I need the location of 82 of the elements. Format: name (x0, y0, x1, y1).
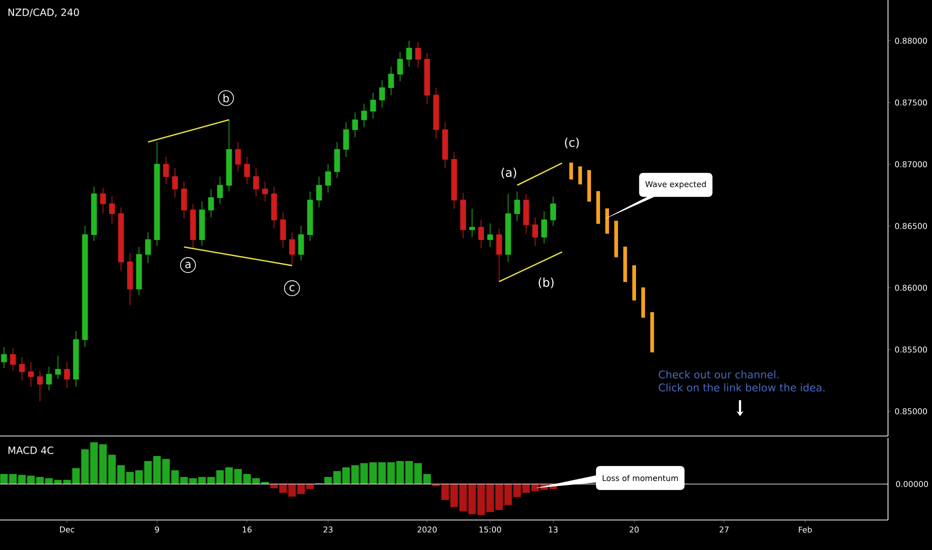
candlestick (334, 142, 340, 178)
annotation: (c) (564, 138, 579, 148)
chart-title: MACD 4C (8, 446, 54, 454)
candlestick (46, 366, 52, 391)
candlestick (541, 210, 547, 244)
candlestick (550, 196, 556, 226)
candlestick (118, 207, 124, 271)
candlestick (10, 348, 16, 371)
candlestick (514, 191, 520, 222)
annotation: a (185, 262, 190, 268)
annotation: b (224, 94, 229, 102)
candlestick (442, 122, 448, 168)
candlestick (235, 142, 241, 172)
annotation: (b) (538, 278, 554, 288)
candlestick (136, 246, 142, 296)
candlestick (307, 191, 313, 242)
candlestick (523, 194, 529, 234)
candlestick (190, 203, 196, 249)
candlestick (163, 156, 169, 184)
candlestick (289, 232, 295, 265)
candlestick (64, 362, 70, 388)
candlestick (614, 220, 618, 258)
candlestick (478, 220, 484, 249)
candlestick (262, 181, 268, 202)
candlestick (532, 217, 538, 246)
candlestick (343, 122, 349, 158)
candlestick (650, 312, 654, 352)
candlestick (496, 228, 502, 282)
candlestick (587, 170, 592, 202)
candlestick (451, 152, 457, 210)
annotation: (a) (502, 168, 516, 178)
candlestick (91, 186, 97, 242)
candlestick (569, 162, 574, 180)
candlestick (271, 186, 277, 229)
candlestick (19, 356, 25, 381)
candlestick (127, 252, 133, 306)
candlestick (145, 232, 151, 264)
candlestick (325, 164, 331, 194)
candlestick (73, 330, 79, 387)
candlestick (379, 80, 385, 108)
candlestick (397, 52, 403, 82)
candlestick (100, 187, 106, 214)
candlestick (415, 42, 421, 68)
candlestick (154, 142, 160, 246)
candlestick (460, 192, 466, 239)
candlestick (361, 103, 367, 128)
candlestick (469, 208, 475, 238)
candlestick (226, 119, 232, 192)
candlestick (208, 188, 214, 218)
candlestick (82, 226, 88, 348)
candlestick (172, 168, 178, 198)
candlestick (487, 223, 493, 248)
candlestick (433, 87, 439, 139)
candlestick (181, 181, 187, 219)
candlestick (253, 168, 259, 197)
candlestick (316, 176, 322, 208)
candlestick (623, 246, 628, 282)
candlestick (388, 66, 394, 96)
candlestick (109, 196, 115, 224)
candlestick (406, 40, 412, 68)
candlestick (28, 362, 34, 387)
candlestick (37, 370, 43, 402)
candlestick (370, 92, 376, 119)
candlestick (55, 355, 61, 380)
candlestick (505, 194, 511, 262)
candlestick (596, 191, 600, 224)
candlestick (605, 208, 610, 234)
candlestick (199, 200, 205, 246)
candlestick (244, 156, 250, 184)
candlestick (280, 212, 286, 249)
text: NZD/CAD, 240 (8, 8, 79, 18)
candlestick (424, 52, 430, 104)
candlestick (352, 112, 358, 138)
candlestick (641, 287, 646, 318)
candlestick (1, 346, 7, 368)
candlestick (632, 265, 636, 300)
candlestick (217, 176, 223, 204)
annotation: c (290, 285, 294, 292)
candlestick (298, 226, 304, 261)
annotation: Check out our channel. (658, 370, 778, 378)
candlestick (578, 166, 582, 184)
annotation: Click on the link below the idea. (658, 383, 824, 392)
